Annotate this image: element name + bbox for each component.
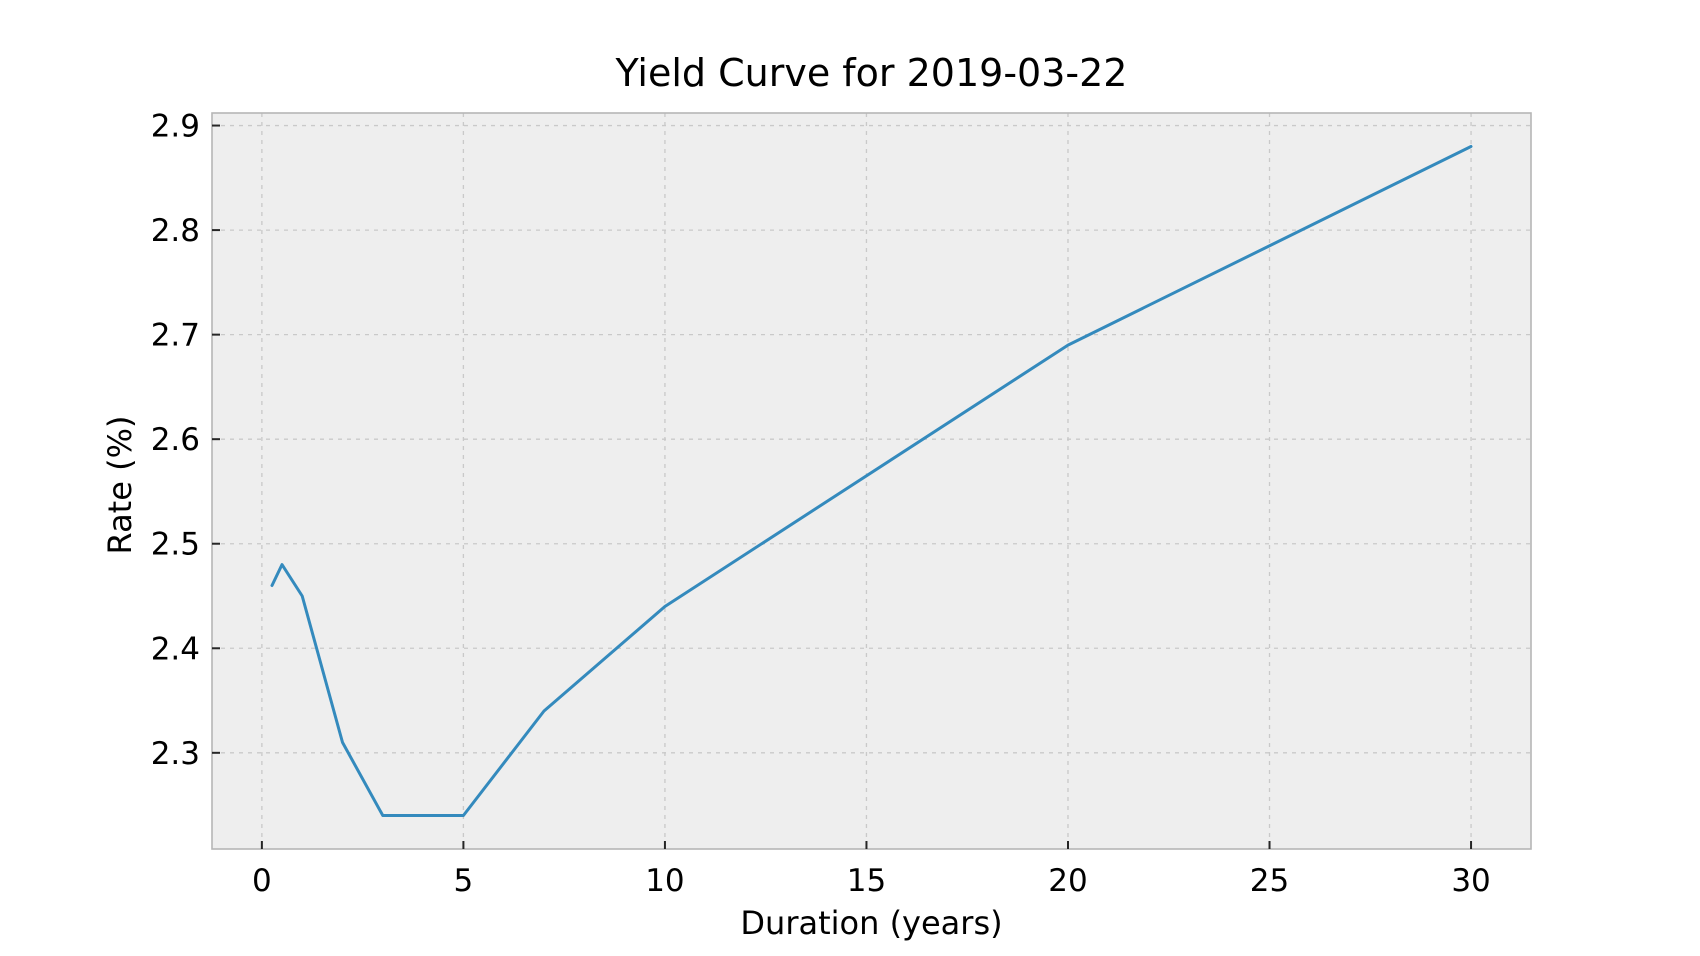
- axes-border: [211, 112, 1532, 850]
- y-axis-label: Rate (%): [101, 415, 139, 555]
- x-tick-label: 25: [1250, 863, 1289, 899]
- y-tick-label: 2.3: [151, 736, 200, 772]
- x-tick-label: 10: [645, 863, 684, 899]
- y-tick-label: 2.6: [151, 422, 200, 458]
- y-tick-label: 2.7: [151, 318, 200, 354]
- y-tick-label: 2.5: [151, 527, 200, 563]
- plot-background: [212, 113, 1531, 849]
- yield-curve-line: [270, 145, 1473, 817]
- y-tick-label: 2.9: [151, 109, 200, 145]
- y-tick-label: 2.4: [151, 631, 200, 667]
- x-tick-label: 15: [847, 863, 886, 899]
- x-axis-label: Duration (years): [740, 904, 1003, 942]
- x-tick-label: 0: [252, 863, 272, 899]
- chart-title: Yield Curve for 2019-03-22: [615, 51, 1128, 95]
- y-tick-label: 2.8: [151, 213, 200, 249]
- x-tick-label: 30: [1451, 863, 1490, 899]
- x-tick-label: 5: [454, 863, 474, 899]
- x-tick-label: 20: [1048, 863, 1087, 899]
